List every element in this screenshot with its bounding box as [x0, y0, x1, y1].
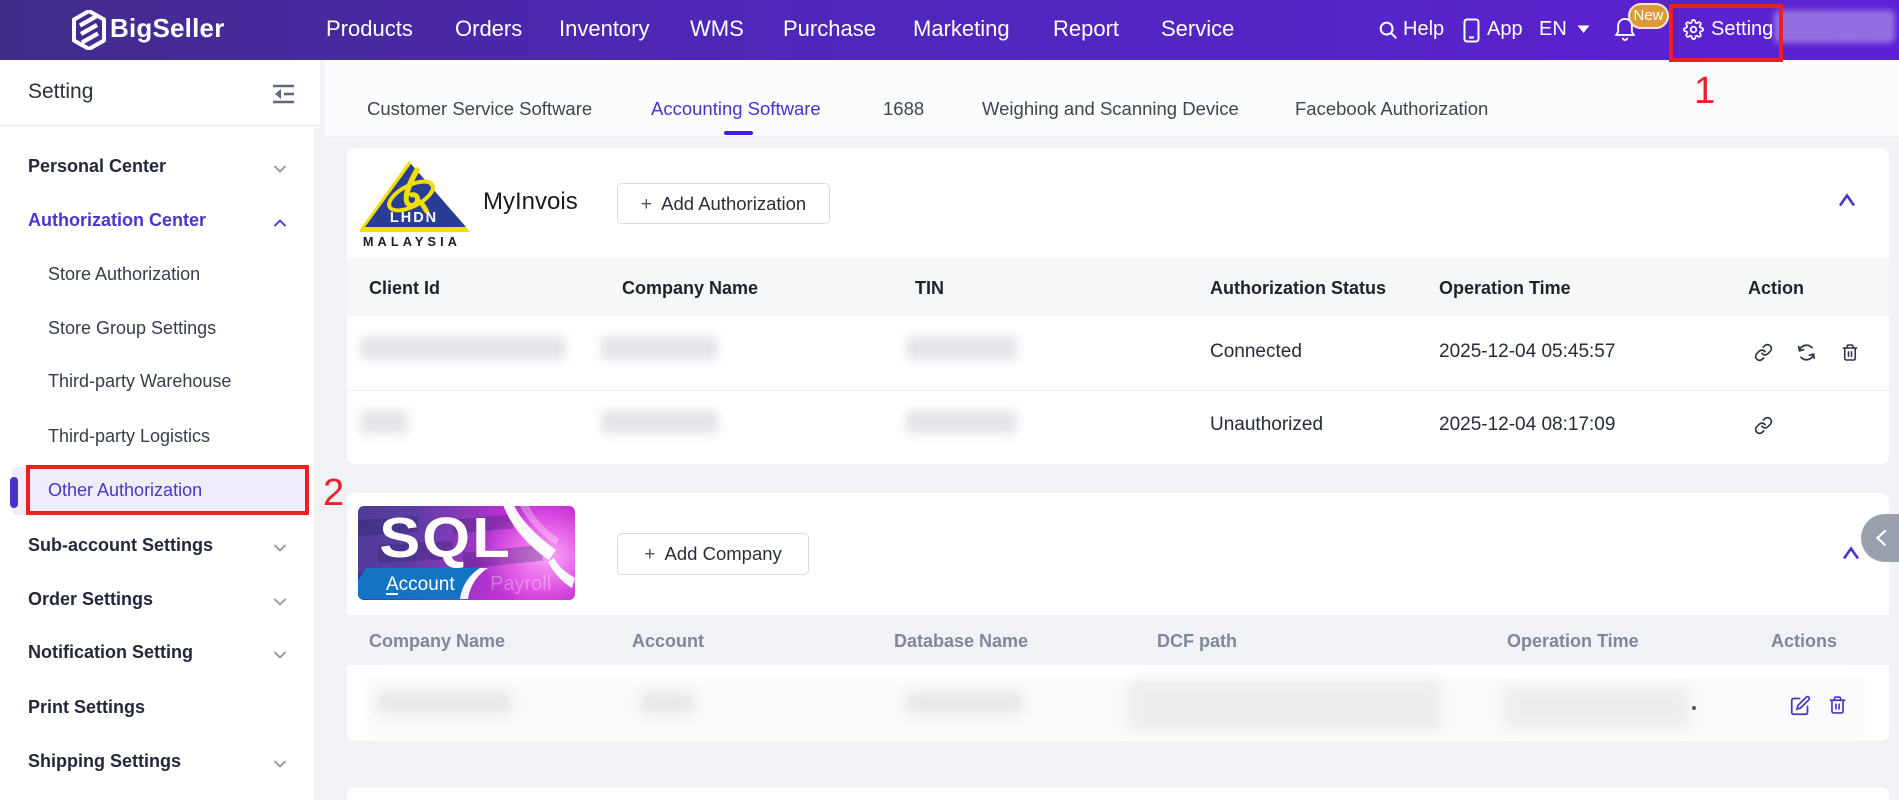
svg-text:SQL: SQL [379, 506, 512, 569]
svg-text:Payroll: Payroll [490, 573, 551, 595]
svg-text:MALAYSIA: MALAYSIA [363, 234, 461, 249]
svg-text:LHDN: LHDN [390, 210, 438, 226]
svg-text:Account: Account [386, 574, 455, 595]
